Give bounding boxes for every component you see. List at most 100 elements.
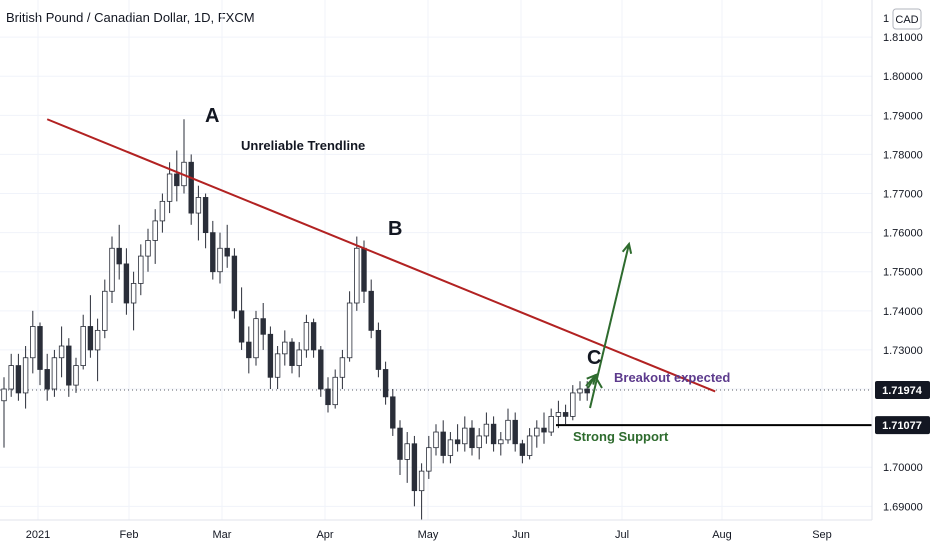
candle xyxy=(469,420,475,456)
price-axis-top-tick: 1 xyxy=(883,13,889,25)
candle xyxy=(267,326,274,390)
candle xyxy=(145,228,151,272)
candle xyxy=(217,232,223,284)
candle xyxy=(181,119,187,194)
svg-text:CAD: CAD xyxy=(895,14,918,26)
candle xyxy=(30,310,36,374)
candle xyxy=(447,432,454,464)
candle xyxy=(339,349,346,390)
candle xyxy=(426,435,432,479)
candle xyxy=(274,346,281,390)
candle xyxy=(368,279,374,339)
candle xyxy=(66,338,72,397)
candle xyxy=(159,193,166,233)
candle xyxy=(94,318,101,382)
candle xyxy=(289,338,295,374)
candle xyxy=(152,209,158,264)
candle xyxy=(195,185,202,241)
y-tick-label: 1.81000 xyxy=(883,32,923,44)
candle xyxy=(231,248,238,319)
candle xyxy=(577,381,583,401)
breakout-arrow xyxy=(589,241,633,409)
x-tick-label: Aug xyxy=(712,529,732,541)
candle xyxy=(210,220,216,280)
candle xyxy=(562,404,569,425)
candle xyxy=(505,408,511,444)
time-axis-bg xyxy=(0,520,932,550)
candle xyxy=(512,412,518,452)
candle xyxy=(346,291,353,362)
candle xyxy=(166,162,173,214)
candle xyxy=(44,353,50,401)
y-tick-label: 1.77000 xyxy=(883,189,923,201)
price-axis[interactable]: 1.81000 1.80000 1.79000 1.78000 1.77000 1.760… xyxy=(883,32,923,513)
candle xyxy=(519,439,526,464)
svg-text:1.71077: 1.71077 xyxy=(882,420,922,432)
candle xyxy=(548,408,554,436)
x-tick-label: 2021 xyxy=(26,529,50,541)
candle xyxy=(87,295,94,358)
candle xyxy=(8,353,14,397)
y-tick-label: 1.69000 xyxy=(883,501,923,513)
time-axis[interactable]: 2021 Feb Mar Apr May Jun Jul Aug Sep xyxy=(26,529,832,541)
label-c: C xyxy=(587,347,601,369)
y-tick-label: 1.73000 xyxy=(883,345,923,357)
candle xyxy=(570,385,576,421)
x-tick-label: Jul xyxy=(615,529,629,541)
candle xyxy=(382,361,389,405)
x-tick-label: Apr xyxy=(316,529,333,541)
candle xyxy=(109,236,115,304)
candle xyxy=(310,318,317,358)
candle xyxy=(102,279,108,339)
candle xyxy=(440,420,446,464)
chevron-up-icon xyxy=(587,374,603,389)
y-tick-label: 1.76000 xyxy=(883,228,923,240)
candle xyxy=(1,377,7,448)
y-tick-label: 1.75000 xyxy=(883,267,923,279)
x-tick-label: Feb xyxy=(120,529,139,541)
candle xyxy=(354,236,360,311)
svg-text:1.71974: 1.71974 xyxy=(882,385,923,397)
candle xyxy=(411,435,418,507)
candle xyxy=(73,357,79,393)
candle xyxy=(51,349,58,397)
last-price-badge: 1.71974 xyxy=(875,381,930,400)
candle xyxy=(238,287,245,350)
candle xyxy=(332,369,338,409)
y-tick-label: 1.70000 xyxy=(883,462,923,474)
candle xyxy=(476,428,482,460)
candle xyxy=(404,432,410,483)
candle xyxy=(174,150,180,202)
label-a: A xyxy=(205,105,219,127)
support-label: Strong Support xyxy=(573,429,669,444)
candle xyxy=(224,224,230,268)
candle xyxy=(123,248,130,315)
candle xyxy=(138,244,144,296)
candle xyxy=(397,420,403,476)
trendline-label: Unreliable Trendline xyxy=(241,138,365,153)
candle xyxy=(246,326,252,374)
candle xyxy=(534,420,540,448)
y-tick-label: 1.74000 xyxy=(883,306,923,318)
x-tick-label: Jun xyxy=(512,529,530,541)
candle xyxy=(202,193,209,249)
candle xyxy=(555,400,562,429)
y-tick-label: 1.79000 xyxy=(883,110,923,122)
breakout-label: Breakout expected xyxy=(614,370,730,385)
candle xyxy=(188,154,194,225)
candle xyxy=(253,310,259,366)
support-price-badge: 1.71077 xyxy=(875,416,930,435)
candle xyxy=(37,322,43,386)
candle xyxy=(390,389,396,436)
candle xyxy=(462,416,468,452)
x-tick-label: Mar xyxy=(213,529,232,541)
candles xyxy=(1,119,590,520)
chart-title: British Pound / Canadian Dollar, 1D, FXC… xyxy=(6,10,255,25)
label-b: B xyxy=(388,218,402,240)
x-tick-label: May xyxy=(418,529,439,541)
candle xyxy=(375,322,382,378)
candle xyxy=(454,424,461,452)
candle xyxy=(282,330,288,366)
currency-button[interactable]: CAD xyxy=(892,8,922,30)
